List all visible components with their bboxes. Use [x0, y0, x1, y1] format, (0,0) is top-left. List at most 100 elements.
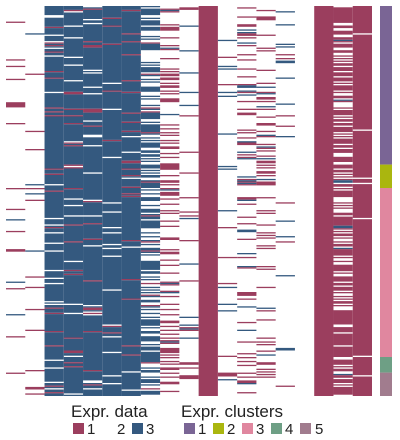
heatmap-cell — [333, 164, 353, 169]
heatmap-cell — [83, 331, 103, 333]
heatmap-cell — [275, 347, 295, 351]
heatmap-cell — [333, 243, 353, 247]
heatmap-cell — [63, 12, 84, 26]
heatmap-cell — [140, 169, 161, 172]
heatmap-cell — [217, 210, 238, 212]
heatmap-cell — [44, 368, 64, 382]
heatmap-cell — [217, 372, 238, 377]
heatmap-cell — [83, 216, 103, 224]
heatmap-cell — [121, 178, 141, 187]
heatmap-cell — [217, 310, 238, 312]
heatmap-cell — [275, 136, 295, 138]
heatmap-cell — [83, 281, 103, 305]
heatmap-cell — [121, 197, 141, 240]
heatmap-cell — [256, 344, 276, 346]
heatmap-cell — [237, 203, 257, 205]
cluster-annotation-strip — [380, 6, 392, 396]
heatmap-cell — [102, 249, 122, 256]
heatmap-cell — [333, 295, 353, 298]
heatmap-cell — [140, 362, 161, 364]
heatmap-cell — [121, 33, 141, 35]
heatmap-cell — [256, 147, 276, 149]
heatmap-cell — [333, 327, 353, 333]
heatmap-cell — [237, 182, 257, 185]
heatmap-cell — [333, 298, 353, 300]
heatmap-cell — [256, 178, 276, 181]
heatmap-cell — [237, 141, 257, 143]
heatmap-cell — [160, 282, 180, 285]
heatmap-cell — [333, 173, 353, 175]
heatmap-cell — [237, 256, 257, 259]
heatmap-cell — [179, 151, 199, 153]
heatmap-cell — [63, 115, 84, 117]
heatmap-cell — [140, 20, 161, 26]
heatmap-cell — [333, 188, 353, 190]
heatmap-cell — [333, 292, 353, 294]
heatmap-cell — [140, 150, 161, 153]
heatmap-cell — [83, 371, 103, 381]
heatmap-cell — [63, 65, 84, 81]
heatmap-cell — [63, 142, 84, 144]
heatmap-cell — [44, 168, 64, 170]
heatmap-cell — [256, 130, 276, 133]
heatmap-cell — [160, 390, 180, 393]
heatmap-cell — [275, 11, 295, 13]
heatmap-cell — [63, 167, 84, 169]
heatmap-cell — [140, 336, 161, 342]
heatmap-cell — [333, 58, 353, 60]
heatmap-cell — [160, 93, 180, 95]
heatmap-cell — [83, 94, 103, 109]
heatmap-cell — [256, 167, 276, 169]
heatmap-cell — [140, 124, 161, 133]
heatmap-cell — [25, 308, 45, 311]
legend-swatch-3 — [132, 423, 143, 434]
heatmap-cell — [6, 336, 26, 338]
heatmap-cell — [44, 78, 64, 92]
heatmap-cell — [44, 77, 64, 79]
heatmap-cell — [102, 84, 122, 91]
heatmap-cell — [44, 392, 64, 394]
heatmap-cell — [140, 271, 161, 274]
heatmap-cell — [63, 357, 84, 363]
heatmap-cell — [121, 11, 141, 34]
heatmap-cell — [102, 332, 122, 334]
heatmap-cell — [6, 123, 26, 125]
cluster-strip-segment-3 — [380, 188, 392, 357]
heatmap-cell — [237, 392, 257, 394]
heatmap-cell — [256, 175, 276, 177]
heatmap-cell — [102, 110, 122, 140]
heatmap-cell — [83, 146, 103, 173]
heatmap-cell — [44, 175, 64, 185]
heatmap-cell — [333, 25, 353, 29]
heatmap-cell — [333, 30, 353, 35]
heatmap-cell — [333, 133, 353, 135]
heatmap-cell — [237, 266, 257, 268]
heatmap-cells — [6, 6, 372, 396]
heatmap-cell — [160, 354, 180, 356]
heatmap-cell — [140, 276, 161, 278]
legend-expr-data-title: Expr. data — [71, 402, 148, 421]
heatmap-cell — [160, 249, 180, 251]
heatmap-cell — [256, 286, 276, 289]
legend-expr-data-item-2: 2 — [102, 421, 125, 438]
heatmap-cell — [121, 390, 141, 396]
heatmap-cell — [237, 24, 257, 27]
heatmap-cell — [237, 29, 257, 31]
legend-cluster-item-3: 3 — [242, 421, 264, 438]
heatmap-cell — [333, 178, 353, 181]
heatmap-cell — [44, 345, 64, 347]
heatmap-cell — [121, 121, 141, 123]
heatmap-cell — [63, 225, 84, 242]
legend-label-2: 2 — [117, 421, 125, 438]
legend-cluster-label-4: 4 — [285, 421, 293, 438]
heatmap-cell — [140, 376, 161, 378]
heatmap-cell — [237, 329, 257, 331]
legend-expr-clusters: Expr. clusters 1 2 3 4 5 — [181, 402, 323, 438]
heatmap-cell — [333, 264, 353, 272]
heatmap-cell — [83, 7, 103, 9]
heatmap-cell — [44, 346, 64, 360]
heatmap-cell — [256, 307, 276, 309]
heatmap-cell — [63, 362, 84, 364]
heatmap-cell — [237, 216, 257, 218]
heatmap-cell — [44, 107, 64, 109]
